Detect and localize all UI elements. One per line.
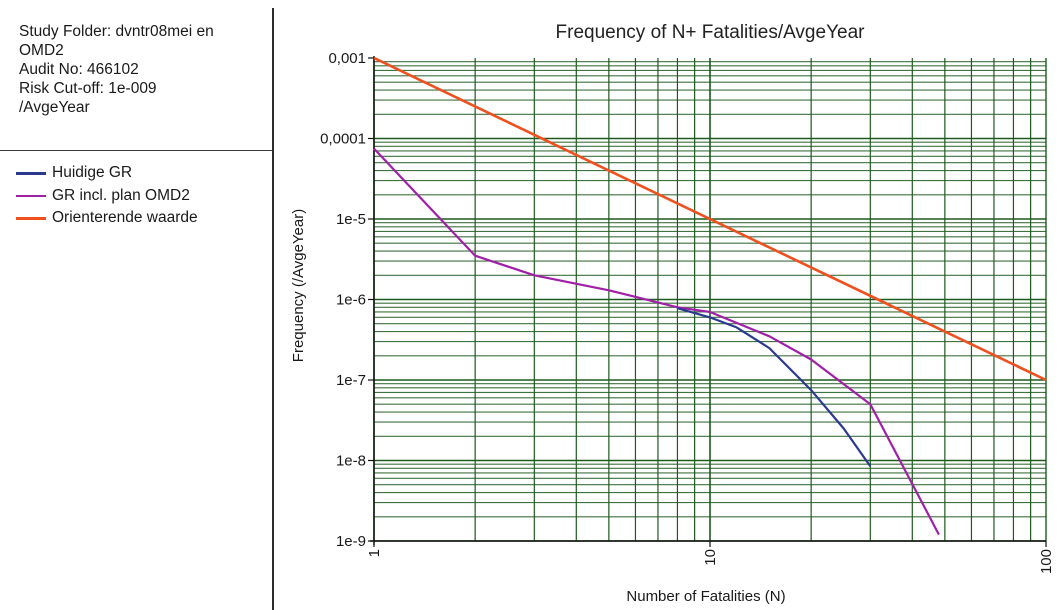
study-info-panel: Study Folder: dvntr08mei en OMD2 Audit N… <box>0 0 272 151</box>
audit-number-line: Audit No: 466102 <box>19 61 139 78</box>
legend-swatch-huidige-gr <box>16 172 46 175</box>
y-tick-label: 1e-6 <box>336 292 366 309</box>
risk-cutoff-unit-line: /AvgeYear <box>19 99 90 116</box>
study-folder-line: Study Folder: dvntr08mei en <box>19 23 214 40</box>
series-layer <box>373 56 1047 536</box>
legend-item-huidige-gr: Huidige GR <box>16 162 198 185</box>
y-axis-label: Frequency (/AvgeYear) <box>290 209 307 362</box>
series-line-huidige-gr <box>677 307 872 467</box>
y-tick-label: 1e-9 <box>336 533 366 550</box>
grid-layer <box>373 58 1047 542</box>
series-line-orienterende-waarde <box>373 56 1047 382</box>
risk-cutoff-line: Risk Cut-off: 1e-009 <box>19 80 157 97</box>
axis-layer <box>368 56 1047 547</box>
legend-label-huidige-gr: Huidige GR <box>52 164 133 182</box>
chart-legend: Huidige GR GR incl. plan OMD2 Orienteren… <box>16 162 198 230</box>
chart-title: Frequency of N+ Fatalities/AvgeYear <box>556 22 866 43</box>
x-tick-label: 100 <box>1038 549 1055 574</box>
x-tick-label: 10 <box>702 549 719 566</box>
legend-label-gr-incl-plan: GR incl. plan OMD2 <box>52 186 190 204</box>
y-tick-label: 0,001 <box>328 50 366 67</box>
series-line-gr-incl-plan-omd2 <box>373 147 940 536</box>
y-tick-label: 1e-7 <box>336 372 366 389</box>
y-tick-label: 0,0001 <box>320 131 366 148</box>
label-layer: 0,001 0,0001 1e-5 1e-6 1e-7 1e-8 1e-91 10 100 Fre… <box>290 22 1055 605</box>
legend-label-orienterende-waarde: Orienterende waarde <box>52 209 198 227</box>
x-tick-label: 1 <box>366 549 383 557</box>
panel-divider <box>272 8 274 610</box>
y-tick-label: 1e-5 <box>336 211 366 228</box>
legend-swatch-gr-incl-plan <box>16 194 46 197</box>
study-folder-line-cont: OMD2 <box>19 42 64 59</box>
y-tick-label: 1e-8 <box>336 453 366 470</box>
x-axis-label: Number of Fatalities (N) <box>626 588 785 605</box>
study-info-text: Study Folder: dvntr08mei en OMD2 Audit N… <box>19 22 214 117</box>
legend-item-gr-incl-plan: GR incl. plan OMD2 <box>16 185 198 208</box>
legend-item-orienterende-waarde: Orienterende waarde <box>16 207 198 230</box>
legend-swatch-orienterende-waarde <box>16 217 46 220</box>
